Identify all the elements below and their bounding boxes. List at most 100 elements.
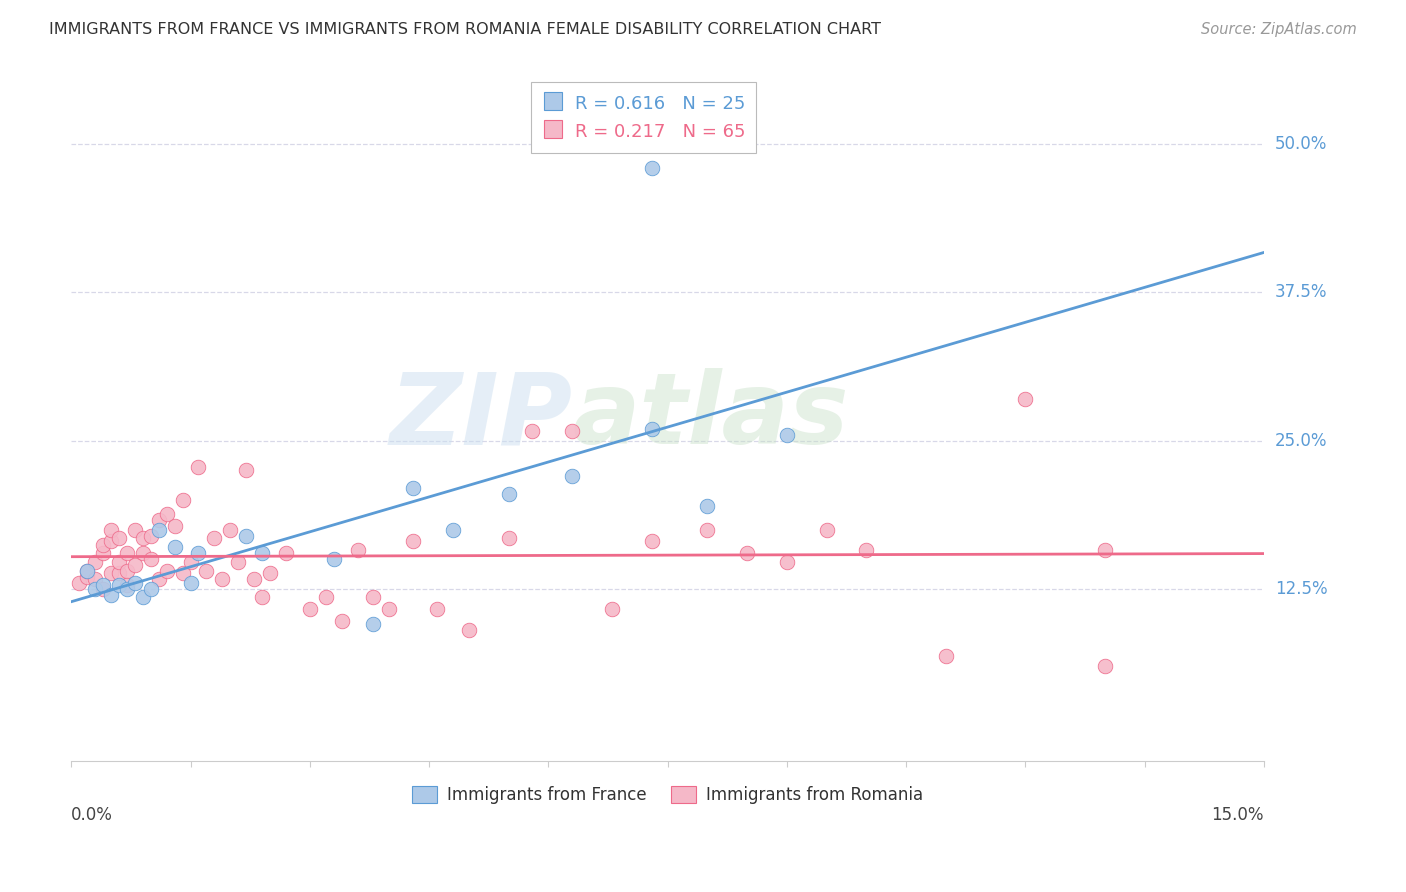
Point [1094, 659, 1116, 673]
Point [1014, 392, 1036, 406]
Point [139, 528, 162, 542]
Text: 50.0%: 50.0% [1275, 135, 1327, 153]
Point [115, 582, 138, 596]
Point [132, 531, 155, 545]
Point [148, 523, 170, 537]
Point [250, 546, 273, 560]
Point [108, 566, 131, 581]
Point [441, 523, 464, 537]
Text: 12.5%: 12.5% [1275, 580, 1327, 598]
Point [91, 578, 114, 592]
Point [100, 534, 122, 549]
Point [498, 531, 520, 545]
Point [641, 422, 664, 436]
Point [195, 564, 218, 578]
Point [235, 528, 257, 542]
Point [735, 546, 758, 560]
Point [498, 487, 520, 501]
Point [202, 531, 225, 545]
Point [115, 578, 138, 592]
Point [100, 566, 122, 581]
Point [84, 573, 107, 587]
Point [124, 576, 146, 591]
Point [172, 492, 194, 507]
Point [124, 558, 146, 573]
Point [363, 590, 385, 604]
Point [172, 566, 194, 581]
Text: Source: ZipAtlas.com: Source: ZipAtlas.com [1201, 22, 1357, 37]
Point [378, 602, 401, 616]
Point [457, 624, 479, 638]
Point [322, 552, 344, 566]
Point [180, 576, 202, 591]
Point [91, 538, 114, 552]
Point [259, 566, 281, 581]
Point [1094, 542, 1116, 557]
Point [124, 523, 146, 537]
Point [76, 564, 98, 578]
Point [226, 555, 249, 569]
Point [156, 507, 179, 521]
Point [776, 555, 799, 569]
Point [298, 602, 321, 616]
Point [855, 542, 877, 557]
Text: atlas: atlas [572, 368, 849, 466]
Point [115, 546, 138, 560]
Point [108, 555, 131, 569]
Point [187, 546, 209, 560]
Text: 25.0%: 25.0% [1275, 432, 1327, 450]
Point [315, 590, 337, 604]
Point [139, 582, 162, 596]
Text: IMMIGRANTS FROM FRANCE VS IMMIGRANTS FROM ROMANIA FEMALE DISABILITY CORRELATION : IMMIGRANTS FROM FRANCE VS IMMIGRANTS FRO… [49, 22, 882, 37]
Point [132, 590, 155, 604]
Point [426, 602, 449, 616]
Point [180, 555, 202, 569]
Point [67, 576, 90, 591]
Point [100, 523, 122, 537]
Point [132, 546, 155, 560]
Text: 0.0%: 0.0% [72, 805, 112, 823]
Point [363, 617, 385, 632]
Point [250, 590, 273, 604]
Point [163, 541, 186, 555]
Point [100, 588, 122, 602]
Point [76, 564, 98, 578]
Point [84, 555, 107, 569]
Point [76, 570, 98, 584]
Point [163, 519, 186, 533]
Point [243, 573, 266, 587]
Text: 37.5%: 37.5% [1275, 284, 1327, 301]
Point [600, 602, 623, 616]
Point [935, 649, 957, 664]
Point [561, 424, 583, 438]
Point [696, 523, 718, 537]
Point [91, 546, 114, 560]
Point [84, 582, 107, 596]
Point [696, 499, 718, 513]
Point [148, 573, 170, 587]
Point [641, 161, 664, 175]
Text: 15.0%: 15.0% [1212, 805, 1264, 823]
Text: ZIP: ZIP [389, 368, 572, 466]
Point [402, 534, 425, 549]
Point [815, 523, 838, 537]
Point [274, 546, 297, 560]
Point [561, 469, 583, 483]
Point [522, 424, 544, 438]
Point [115, 564, 138, 578]
Point [346, 542, 368, 557]
Point [330, 614, 353, 628]
Point [139, 552, 162, 566]
Point [235, 463, 257, 477]
Point [776, 427, 799, 442]
Point [108, 531, 131, 545]
Point [211, 573, 233, 587]
Y-axis label: Female Disability: Female Disability [0, 346, 8, 488]
Point [219, 523, 242, 537]
Point [156, 564, 179, 578]
Point [641, 534, 664, 549]
Point [108, 578, 131, 592]
Legend: Immigrants from France, Immigrants from Romania: Immigrants from France, Immigrants from … [405, 780, 931, 811]
Point [187, 459, 209, 474]
Point [148, 513, 170, 527]
